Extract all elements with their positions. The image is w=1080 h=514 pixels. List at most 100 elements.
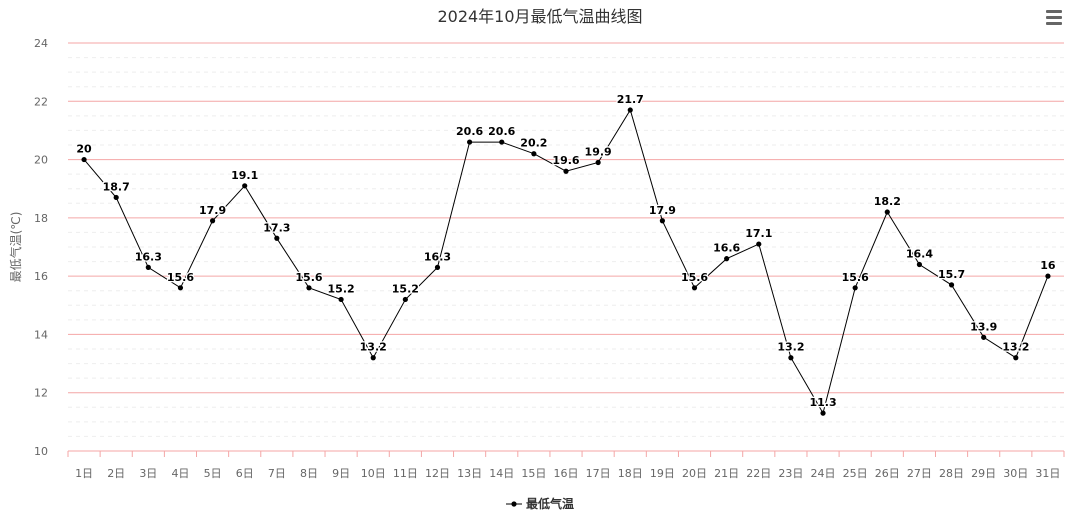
data-label: 15.6 — [167, 271, 194, 284]
x-tick-label: 12日 — [425, 467, 450, 480]
x-tick-label: 18日 — [618, 467, 643, 480]
x-tick-label: 23日 — [778, 467, 803, 480]
legend-label[interactable]: 最低气温 — [526, 496, 574, 511]
x-tick-label: 16日 — [554, 467, 579, 480]
data-point[interactable] — [884, 209, 890, 215]
data-point[interactable] — [820, 410, 826, 416]
y-tick-label: 18 — [34, 212, 48, 225]
x-tick-label: 10日 — [361, 467, 386, 480]
y-tick-label: 12 — [34, 387, 48, 400]
data-label: 13.2 — [777, 341, 804, 354]
y-tick-label: 22 — [34, 95, 48, 108]
y-tick-label: 24 — [34, 37, 48, 50]
data-point[interactable] — [981, 334, 987, 340]
legend[interactable]: 最低气温 — [506, 496, 574, 511]
data-label: 20.6 — [488, 125, 515, 138]
data-point[interactable] — [242, 183, 248, 189]
data-point[interactable] — [338, 296, 344, 303]
y-tick-label: 20 — [34, 154, 48, 167]
x-tick-label: 30日 — [1003, 467, 1028, 480]
series-layer — [81, 107, 1051, 416]
data-point[interactable] — [756, 241, 762, 247]
data-point[interactable] — [948, 282, 955, 288]
x-tick-label: 29日 — [971, 467, 996, 480]
data-point[interactable] — [659, 218, 665, 224]
x-tick-label: 8日 — [300, 467, 318, 480]
data-label: 18.7 — [103, 180, 130, 193]
x-tick-label: 6日 — [236, 467, 254, 480]
x-tick-label: 21日 — [714, 467, 739, 480]
data-label: 13.9 — [970, 320, 997, 333]
x-tick-label: 31日 — [1035, 467, 1060, 480]
x-tick-label: 14日 — [489, 467, 514, 480]
data-label: 15.2 — [392, 282, 419, 295]
data-label-layer: 20 18.7 16.3 15.6 17.9 19.1 17.3 15.6 15.2 13.2 15… — [75, 92, 1057, 411]
x-tick-label: 27日 — [907, 467, 932, 480]
data-label: 19.9 — [585, 145, 612, 158]
data-point[interactable] — [434, 264, 441, 270]
data-point[interactable] — [1013, 355, 1019, 361]
data-point[interactable] — [916, 261, 923, 268]
x-tick-label: 17日 — [586, 467, 611, 480]
data-label: 16.3 — [135, 250, 162, 263]
data-point[interactable] — [595, 159, 601, 166]
menu-icon[interactable] — [1043, 8, 1065, 26]
x-tick-label: 19日 — [650, 467, 675, 480]
data-point[interactable] — [852, 285, 858, 291]
data-point[interactable] — [724, 256, 730, 262]
data-point[interactable] — [563, 168, 569, 174]
data-point[interactable] — [177, 285, 184, 291]
x-tick-label: 24日 — [811, 467, 836, 480]
data-point[interactable] — [81, 156, 87, 163]
data-point[interactable] — [1045, 273, 1051, 279]
x-tick-label: 7日 — [268, 467, 286, 480]
x-tick-label: 22日 — [746, 467, 771, 480]
y-tick-label: 14 — [34, 328, 48, 341]
grid-layer — [68, 42, 1064, 452]
data-point[interactable] — [370, 355, 376, 361]
x-tick-label: 26日 — [875, 467, 900, 480]
x-tick-label: 5日 — [204, 467, 222, 480]
y-tick-label: 10 — [34, 445, 48, 458]
data-label: 19.1 — [231, 169, 258, 182]
data-point[interactable] — [627, 107, 633, 113]
data-point[interactable] — [209, 218, 216, 224]
data-point[interactable] — [788, 355, 794, 361]
data-label: 16.3 — [424, 250, 451, 263]
data-point[interactable] — [274, 235, 280, 241]
data-label: 15.6 — [295, 271, 322, 284]
data-point[interactable] — [499, 139, 505, 145]
data-label: 15.6 — [842, 271, 869, 284]
x-tick-label: 4日 — [171, 467, 189, 480]
data-label: 15.2 — [328, 282, 355, 295]
data-point[interactable] — [691, 285, 698, 291]
data-label: 18.2 — [874, 195, 901, 208]
data-label: 20.2 — [520, 137, 547, 150]
data-label: 16.4 — [906, 247, 933, 260]
data-point[interactable] — [113, 194, 119, 201]
data-point[interactable] — [145, 264, 151, 270]
data-label: 13.2 — [360, 341, 387, 354]
axis-layer: 10 12 14 16 18 20 22 24 1日 2日 3日 4日 5日 6日 7日 8日 9日 10日 11日… — [8, 37, 1065, 480]
x-tick-label: 13日 — [457, 467, 482, 480]
data-label: 17.1 — [745, 227, 772, 240]
data-label: 17.9 — [649, 204, 676, 217]
data-label: 16.6 — [713, 242, 740, 255]
data-point[interactable] — [531, 151, 537, 157]
data-label: 11.3 — [809, 396, 836, 409]
data-label: 21.7 — [617, 93, 644, 106]
y-axis-label: 最低气温(℃) — [8, 212, 23, 283]
data-label: 15.6 — [681, 271, 708, 284]
y-tick-label: 16 — [34, 270, 48, 283]
x-tick-label: 3日 — [139, 467, 157, 480]
data-label: 15.7 — [938, 268, 965, 281]
data-point[interactable] — [402, 296, 408, 303]
data-point[interactable] — [467, 139, 473, 145]
x-tick-label: 25日 — [843, 467, 868, 480]
data-label: 13.2 — [1002, 341, 1029, 354]
data-point[interactable] — [306, 285, 312, 291]
legend-marker — [511, 501, 517, 507]
x-tick-label: 2日 — [107, 467, 125, 480]
x-tick-label: 28日 — [939, 467, 964, 480]
